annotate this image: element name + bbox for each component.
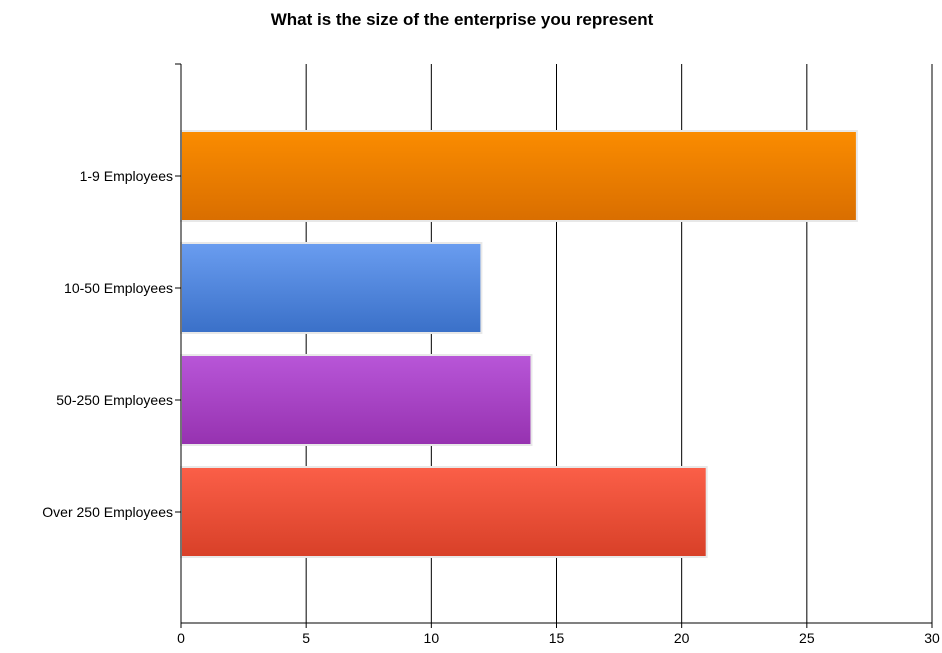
- bar: [180, 242, 483, 334]
- y-tick-label: 10-50 Employees: [64, 280, 173, 296]
- chart-title: What is the size of the enterprise you r…: [270, 10, 654, 29]
- axes: [175, 63, 933, 628]
- y-tick-label: Over 250 Employees: [42, 504, 173, 520]
- bar: [180, 130, 858, 222]
- bar: [180, 466, 708, 558]
- x-tick-label: 30: [924, 630, 940, 646]
- labels: 0 5 10 15 20 25 30 1-9 Employees 10-50 Employees…: [42, 168, 940, 646]
- x-tick-label: 15: [549, 630, 565, 646]
- x-tick-label: 10: [424, 630, 440, 646]
- x-tick-label: 0: [177, 630, 185, 646]
- x-tick-label: 20: [674, 630, 690, 646]
- bar: [180, 354, 533, 446]
- bars: [180, 130, 858, 558]
- x-tick-label: 25: [799, 630, 815, 646]
- y-tick-label: 50-250 Employees: [56, 392, 173, 408]
- y-tick-label: 1-9 Employees: [80, 168, 173, 184]
- x-tick-label: 5: [302, 630, 310, 646]
